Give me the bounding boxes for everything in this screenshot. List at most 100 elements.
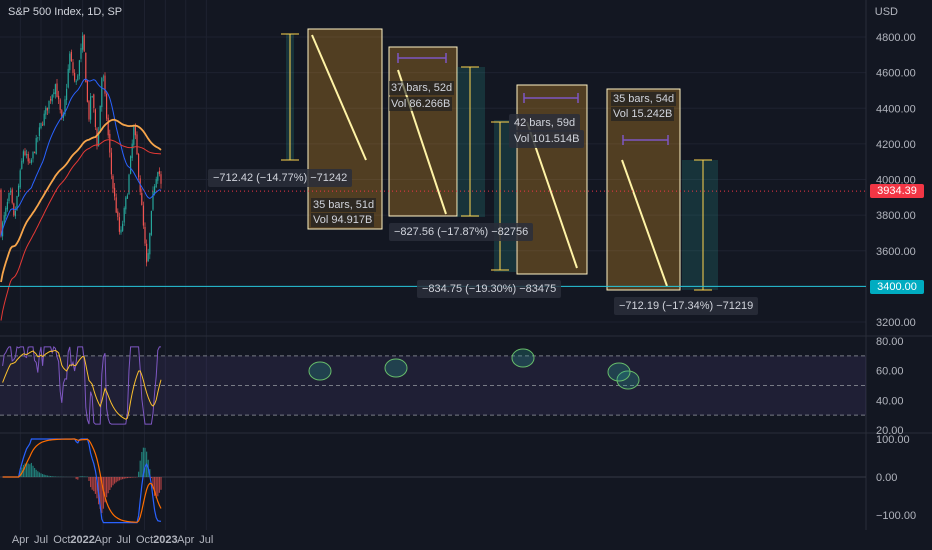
candle-body xyxy=(0,189,2,237)
macd-histogram-bar xyxy=(99,477,101,509)
candle-body xyxy=(43,113,45,125)
candle-body xyxy=(82,36,84,50)
candle-body xyxy=(150,210,152,235)
macd-histogram-bar xyxy=(38,472,40,477)
candle-body xyxy=(11,189,13,203)
price-tick-label: 3600.00 xyxy=(876,246,916,258)
macd-histogram-bar xyxy=(144,447,146,477)
macd-histogram-bar xyxy=(107,477,109,494)
rsi-highlight-3 xyxy=(511,348,535,368)
candle-body xyxy=(77,75,79,80)
drawdown-3-bars: 42 bars, 59d xyxy=(509,114,581,132)
macd-histogram-bar xyxy=(91,477,93,490)
macd-histogram-bar xyxy=(45,475,47,477)
symbol-title: S&P 500 Index, 1D, SP xyxy=(8,6,123,18)
macd-histogram-bar xyxy=(96,477,98,499)
candle-body xyxy=(32,151,34,159)
macd-histogram-bar xyxy=(123,477,125,479)
candle-body xyxy=(53,92,55,95)
macd-histogram-bar xyxy=(110,477,112,488)
candle-body xyxy=(125,197,127,210)
rsi-highlight-5 xyxy=(607,362,631,382)
drawdown-trendline-1 xyxy=(311,34,367,161)
ma-mid-line xyxy=(0,118,162,283)
macd-histogram-bar xyxy=(118,477,120,481)
price-candles xyxy=(0,32,162,267)
time-tick-label: Oct xyxy=(136,534,153,546)
macd-tick-label: −100.00 xyxy=(876,510,916,522)
candle-body xyxy=(128,174,130,194)
candle-body xyxy=(38,127,40,137)
candle-body xyxy=(130,156,132,174)
drawdown-1-stats: −712.42 (−14.77%) −71242 xyxy=(208,169,353,187)
candle-body xyxy=(158,171,160,174)
drawdown-2-bars: 37 bars, 52d xyxy=(389,81,455,95)
rsi-tick-label: 60.00 xyxy=(876,366,904,378)
macd-histogram-bar xyxy=(112,477,114,486)
rsi-signal-line xyxy=(2,349,162,420)
macd-histogram-bar xyxy=(83,476,85,477)
macd-histogram-bar xyxy=(138,471,140,477)
drawdown-4-volume: Vol 15.242B xyxy=(611,107,675,121)
candle-body xyxy=(107,117,109,136)
macd-histogram-bar xyxy=(34,468,36,477)
candle-body xyxy=(136,134,138,155)
macd-histogram-bar xyxy=(109,477,111,490)
price-tick-label: 4400.00 xyxy=(876,103,916,115)
candle-body xyxy=(149,233,151,255)
candle-body xyxy=(122,223,124,231)
macd-histogram-bar xyxy=(30,462,32,477)
candle-body xyxy=(120,229,122,233)
rsi-highlight-1 xyxy=(308,361,332,381)
candle-body xyxy=(88,101,90,120)
candle-body xyxy=(3,215,5,223)
measure-box-4 xyxy=(682,160,718,290)
price-tick-label: 4000.00 xyxy=(876,175,916,187)
macd-signal-line xyxy=(2,438,162,523)
macd-histogram-bar xyxy=(157,477,159,497)
ma-slow-line xyxy=(0,139,162,321)
drawdown-trendline-4 xyxy=(621,159,668,287)
candle-body xyxy=(51,95,53,102)
macd-histogram-bar xyxy=(128,477,130,478)
candle-body xyxy=(29,161,31,163)
candle-body xyxy=(46,107,48,111)
candle-body xyxy=(69,53,71,71)
time-tick-label: 2022 xyxy=(70,534,94,546)
macd-histogram-bar xyxy=(130,477,132,478)
time-tick-label: Jul xyxy=(117,534,131,546)
candle-body xyxy=(141,192,143,206)
macd-histogram-bar xyxy=(131,477,133,478)
target-price-tag: 3400.00 xyxy=(870,280,924,294)
candle-body xyxy=(75,80,77,83)
candle-body xyxy=(22,151,24,162)
macd-histogram-bar xyxy=(88,477,90,481)
macd-histogram-bar xyxy=(48,475,50,477)
candle-body xyxy=(157,172,159,181)
candle-body xyxy=(35,138,37,154)
macd-histogram-bar xyxy=(142,447,144,477)
drawdown-box-1 xyxy=(307,28,383,230)
candle-body xyxy=(117,211,119,217)
macd-histogram-bar xyxy=(94,477,96,494)
candle-body xyxy=(142,205,144,226)
macd-histogram-bar xyxy=(141,452,143,477)
candle-body xyxy=(138,153,140,178)
rsi-indicator xyxy=(2,345,640,425)
time-tick-label: Oct xyxy=(53,534,70,546)
candle-body xyxy=(56,83,58,98)
macd-histogram-bar xyxy=(114,477,116,484)
candle-body xyxy=(48,100,50,109)
drawdown-box-4 xyxy=(606,88,681,291)
macd-histogram-bar xyxy=(24,463,26,477)
macd-histogram-bar xyxy=(46,475,48,477)
candle-body xyxy=(6,202,8,210)
candle-body xyxy=(5,207,7,217)
macd-histogram-bar xyxy=(158,477,160,493)
candle-body xyxy=(133,126,135,145)
candle-body xyxy=(114,187,116,197)
candle-body xyxy=(98,131,100,147)
macd-histogram-bar xyxy=(104,477,106,503)
macd-histogram-bar xyxy=(125,477,127,479)
